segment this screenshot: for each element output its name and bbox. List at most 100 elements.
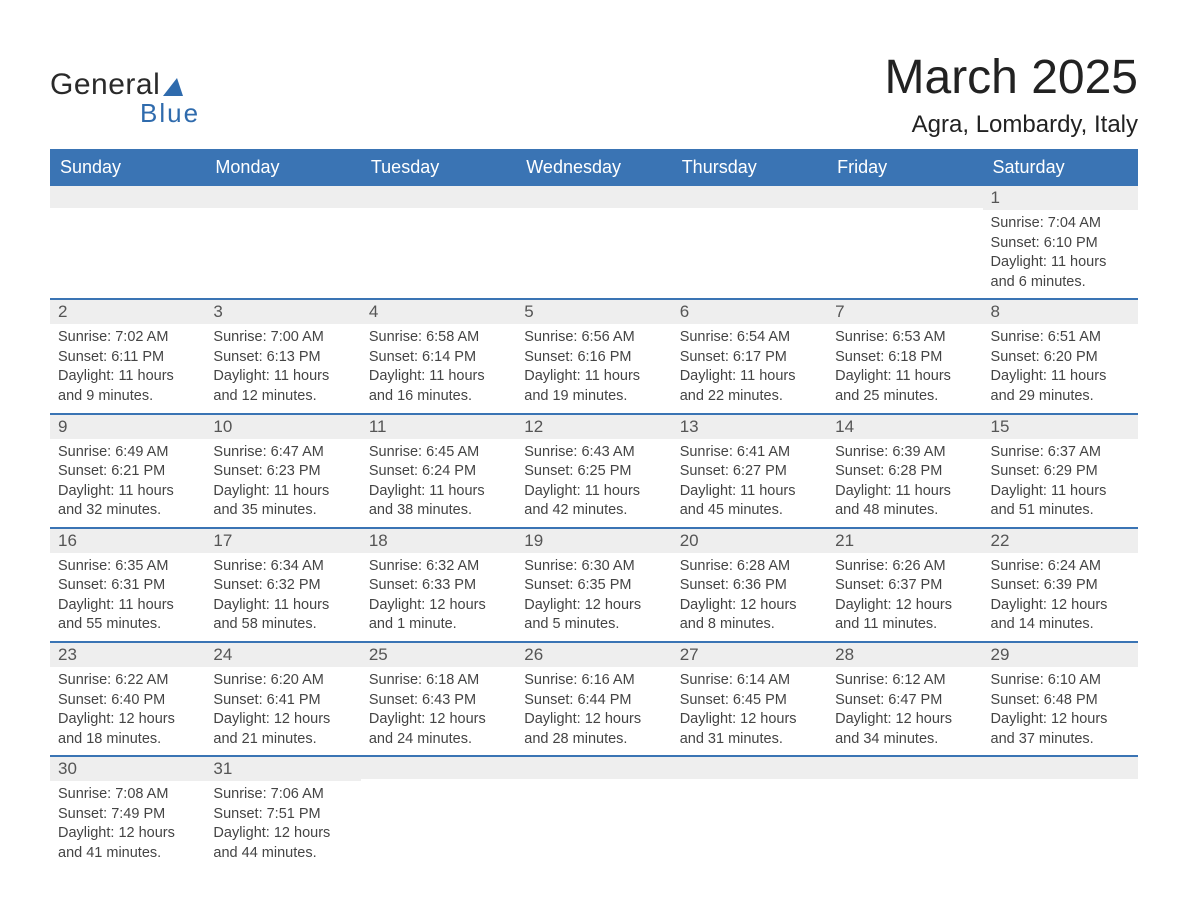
- sunset-text: Sunset: 6:10 PM: [991, 234, 1130, 254]
- daylight-text: Daylight: 12 hours and 44 minutes.: [213, 824, 352, 863]
- sunrise-text: Sunrise: 6:16 AM: [524, 671, 663, 691]
- day-number-row: 22: [983, 529, 1138, 553]
- day-cell: 19Sunrise: 6:30 AMSunset: 6:35 PMDayligh…: [516, 529, 671, 641]
- day-number-row: [827, 186, 982, 208]
- daylight-text: Daylight: 11 hours and 35 minutes.: [213, 482, 352, 521]
- daylight-text: Daylight: 12 hours and 18 minutes.: [58, 710, 197, 749]
- day-number-row: [672, 186, 827, 208]
- day-details: Sunrise: 6:51 AMSunset: 6:20 PMDaylight:…: [983, 324, 1138, 406]
- day-cell: [516, 757, 671, 869]
- day-details: Sunrise: 6:20 AMSunset: 6:41 PMDaylight:…: [205, 667, 360, 749]
- day-cell: 10 Sunrise: 6:47 AMSunset: 6:23 PMDayligh…: [205, 415, 360, 527]
- week-row: 2Sunrise: 7:02 AMSunset: 6:11 PMDaylight…: [50, 300, 1138, 414]
- day-details: Sunrise: 6:10 AMSunset: 6:48 PMDaylight:…: [983, 667, 1138, 749]
- daylight-text: Daylight: 12 hours and 28 minutes.: [524, 710, 663, 749]
- weekday-header: Thursday: [672, 149, 827, 186]
- weekday-header: Sunday: [50, 149, 205, 186]
- daylight-text: Daylight: 12 hours and 14 minutes.: [991, 596, 1130, 635]
- weekday-header: Friday: [827, 149, 982, 186]
- sunrise-text: Sunrise: 6:34 AM: [213, 557, 352, 577]
- day-number: 26: [524, 645, 543, 664]
- sunset-text: Sunset: 6:48 PM: [991, 691, 1130, 711]
- sunrise-text: Sunrise: 6:51 AM: [991, 328, 1130, 348]
- sunset-text: Sunset: 6:41 PM: [213, 691, 352, 711]
- day-number-row: [50, 186, 205, 208]
- day-cell: 4 Sunrise: 6:58 AMSunset: 6:14 PMDaylight…: [361, 300, 516, 412]
- sunrise-text: Sunrise: 6:41 AM: [680, 443, 819, 463]
- sunrise-text: Sunrise: 6:35 AM: [58, 557, 197, 577]
- sunrise-text: Sunrise: 6:30 AM: [524, 557, 663, 577]
- day-number-row: 30: [50, 757, 205, 781]
- weekday-header: Monday: [205, 149, 360, 186]
- day-number-row: 7: [827, 300, 982, 324]
- sunrise-text: Sunrise: 6:32 AM: [369, 557, 508, 577]
- day-cell: [516, 186, 671, 298]
- daylight-text: Daylight: 12 hours and 31 minutes.: [680, 710, 819, 749]
- day-number-row: 20: [672, 529, 827, 553]
- sunrise-text: Sunrise: 7:00 AM: [213, 328, 352, 348]
- day-cell: [983, 757, 1138, 869]
- daylight-text: Daylight: 12 hours and 34 minutes.: [835, 710, 974, 749]
- logo-text-general: General: [50, 68, 160, 102]
- day-cell: 26Sunrise: 6:16 AMSunset: 6:44 PMDayligh…: [516, 643, 671, 755]
- logo-triangle-icon: [163, 78, 183, 96]
- day-details: Sunrise: 6:22 AMSunset: 6:40 PMDaylight:…: [50, 667, 205, 749]
- daylight-text: Daylight: 12 hours and 5 minutes.: [524, 596, 663, 635]
- day-details: Sunrise: 6:49 AMSunset: 6:21 PMDaylight:…: [50, 439, 205, 521]
- day-number-row: 3: [205, 300, 360, 324]
- day-number-row: 25: [361, 643, 516, 667]
- day-number: 6: [680, 302, 689, 321]
- day-details: Sunrise: 6:39 AMSunset: 6:28 PMDaylight:…: [827, 439, 982, 521]
- daylight-text: Daylight: 11 hours and 12 minutes.: [213, 367, 352, 406]
- day-details: Sunrise: 6:41 AMSunset: 6:27 PMDaylight:…: [672, 439, 827, 521]
- sunrise-text: Sunrise: 6:14 AM: [680, 671, 819, 691]
- day-details: Sunrise: 6:30 AMSunset: 6:35 PMDaylight:…: [516, 553, 671, 635]
- day-number-row: 19: [516, 529, 671, 553]
- day-cell: 6Sunrise: 6:54 AMSunset: 6:17 PMDaylight…: [672, 300, 827, 412]
- day-number: 10: [213, 417, 232, 436]
- day-details: Sunrise: 6:32 AMSunset: 6:33 PMDaylight:…: [361, 553, 516, 635]
- week-row: 1Sunrise: 7:04 AMSunset: 6:10 PMDaylight…: [50, 186, 1138, 300]
- day-number: 17: [213, 531, 232, 550]
- weekday-header: Saturday: [983, 149, 1138, 186]
- day-number-row: 11: [361, 415, 516, 439]
- day-cell: [827, 757, 982, 869]
- day-number: 5: [524, 302, 533, 321]
- daylight-text: Daylight: 11 hours and 22 minutes.: [680, 367, 819, 406]
- day-cell: 12Sunrise: 6:43 AMSunset: 6:25 PMDayligh…: [516, 415, 671, 527]
- day-number: 14: [835, 417, 854, 436]
- sunrise-text: Sunrise: 6:22 AM: [58, 671, 197, 691]
- daylight-text: Daylight: 11 hours and 32 minutes.: [58, 482, 197, 521]
- day-number-row: 13: [672, 415, 827, 439]
- day-details: Sunrise: 6:37 AMSunset: 6:29 PMDaylight:…: [983, 439, 1138, 521]
- sunrise-text: Sunrise: 7:06 AM: [213, 785, 352, 805]
- sunset-text: Sunset: 6:31 PM: [58, 576, 197, 596]
- day-details: Sunrise: 6:58 AMSunset: 6:14 PMDaylight:…: [361, 324, 516, 406]
- day-number: 4: [369, 302, 378, 321]
- day-cell: 21Sunrise: 6:26 AMSunset: 6:37 PMDayligh…: [827, 529, 982, 641]
- sunset-text: Sunset: 6:32 PM: [213, 576, 352, 596]
- day-number-row: 8: [983, 300, 1138, 324]
- day-number-row: 27: [672, 643, 827, 667]
- day-cell: 13Sunrise: 6:41 AMSunset: 6:27 PMDayligh…: [672, 415, 827, 527]
- sunrise-text: Sunrise: 6:47 AM: [213, 443, 352, 463]
- week-row: 23Sunrise: 6:22 AMSunset: 6:40 PMDayligh…: [50, 643, 1138, 757]
- sunset-text: Sunset: 6:16 PM: [524, 348, 663, 368]
- sunset-text: Sunset: 6:45 PM: [680, 691, 819, 711]
- day-number: 9: [58, 417, 67, 436]
- sunset-text: Sunset: 6:23 PM: [213, 462, 352, 482]
- daylight-text: Daylight: 11 hours and 42 minutes.: [524, 482, 663, 521]
- daylight-text: Daylight: 12 hours and 11 minutes.: [835, 596, 974, 635]
- day-cell: 29Sunrise: 6:10 AMSunset: 6:48 PMDayligh…: [983, 643, 1138, 755]
- day-details: Sunrise: 6:53 AMSunset: 6:18 PMDaylight:…: [827, 324, 982, 406]
- day-number-row: [672, 757, 827, 779]
- title-block: March 2025 Agra, Lombardy, Italy: [885, 50, 1138, 139]
- page-header: General Blue March 2025 Agra, Lombardy, …: [50, 50, 1138, 139]
- daylight-text: Daylight: 11 hours and 29 minutes.: [991, 367, 1130, 406]
- sunset-text: Sunset: 6:40 PM: [58, 691, 197, 711]
- daylight-text: Daylight: 11 hours and 45 minutes.: [680, 482, 819, 521]
- weekday-header: Tuesday: [361, 149, 516, 186]
- day-cell: 18Sunrise: 6:32 AMSunset: 6:33 PMDayligh…: [361, 529, 516, 641]
- sunset-text: Sunset: 6:43 PM: [369, 691, 508, 711]
- day-number: 25: [369, 645, 388, 664]
